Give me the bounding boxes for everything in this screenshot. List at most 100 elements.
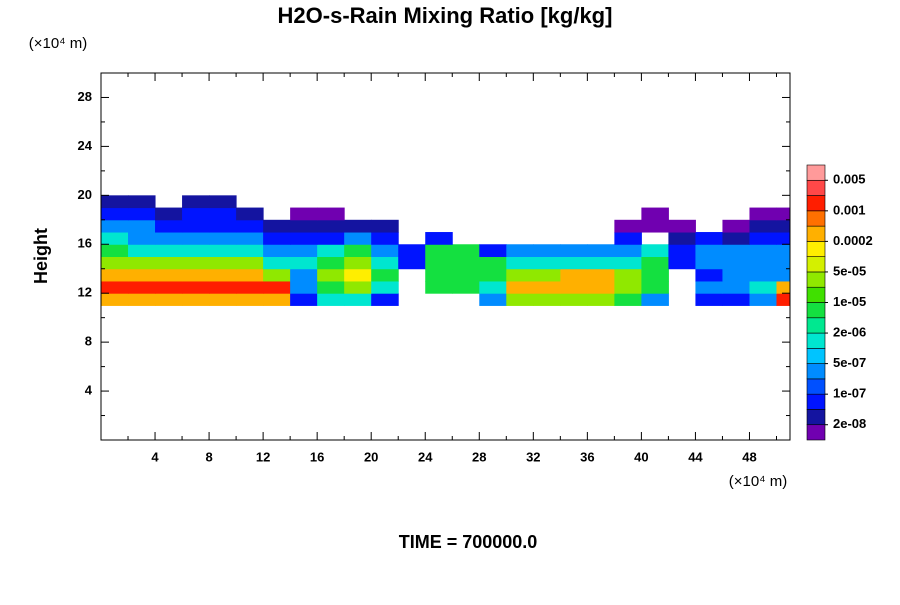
contour-cell — [128, 219, 156, 233]
contour-cell — [722, 219, 750, 233]
contour-cell — [317, 280, 345, 294]
contour-cell — [209, 207, 237, 221]
contour-cell — [263, 256, 291, 270]
contour-cell — [155, 293, 183, 306]
contour-cell — [290, 256, 318, 270]
contour-cell — [182, 195, 210, 209]
colorbar-label: 5e-07 — [833, 355, 866, 370]
contour-cell — [236, 268, 264, 282]
contour-cell — [641, 244, 669, 257]
contour-cell — [722, 244, 750, 257]
contour-cell — [695, 268, 723, 282]
colorbar-box — [806, 302, 826, 319]
contour-cell — [722, 268, 750, 282]
y-tick-label: 28 — [78, 89, 92, 104]
contour-cell — [155, 256, 183, 270]
contour-cell — [695, 293, 723, 306]
contour-cell — [722, 280, 750, 294]
contour-cell — [290, 280, 318, 294]
contour-cell — [776, 244, 790, 257]
x-tick-label: 28 — [472, 449, 486, 464]
contour-cell — [236, 207, 264, 221]
x-tick-label: 40 — [634, 449, 648, 464]
contour-cell — [182, 232, 210, 245]
contour-cell — [128, 244, 156, 257]
contour-cell — [101, 207, 129, 221]
contour-cell — [479, 244, 507, 257]
contour-cell — [749, 219, 777, 233]
contour-cell — [560, 268, 588, 282]
contour-cell — [533, 244, 561, 257]
contour-cell — [101, 244, 129, 257]
contour-cell — [209, 195, 237, 209]
colorbar-box — [806, 363, 826, 380]
plot-frame — [100, 72, 791, 441]
x-tick-label: 4 — [151, 449, 159, 464]
contour-cell — [236, 244, 264, 257]
contour-cell — [749, 268, 777, 282]
contour-cell — [452, 280, 480, 294]
contour-cell — [344, 244, 372, 257]
contour-cell — [155, 207, 183, 221]
contour-cell — [128, 195, 156, 209]
contour-cell — [641, 293, 669, 306]
contour-cell — [749, 207, 777, 221]
colorbar-box — [806, 424, 826, 441]
contour-cell — [506, 244, 534, 257]
contour-cell — [749, 280, 777, 294]
contour-cell — [452, 244, 480, 257]
contour-cell — [344, 293, 372, 306]
contour-cell — [128, 207, 156, 221]
contour-cell — [290, 244, 318, 257]
y-tick-label: 20 — [78, 187, 92, 202]
contour-cell — [290, 232, 318, 245]
contour-cell — [155, 232, 183, 245]
colorbar-label: 5e-05 — [833, 263, 866, 278]
contour-cell — [749, 293, 777, 306]
colorbar-label: 0.005 — [833, 172, 866, 187]
contour-cell — [290, 219, 318, 233]
x-tick-label: 16 — [310, 449, 324, 464]
contour-cell — [101, 256, 129, 270]
colorbar-box — [806, 286, 826, 303]
contour-cell — [776, 207, 790, 221]
contour-cell — [506, 268, 534, 282]
colorbar-label: 2e-06 — [833, 324, 866, 339]
contour-cell — [128, 280, 156, 294]
contour-cell — [533, 293, 561, 306]
contour-cell — [344, 232, 372, 245]
contour-cell — [101, 232, 129, 245]
colorbar-box — [806, 271, 826, 288]
contour-cell — [263, 244, 291, 257]
contour-cell — [182, 268, 210, 282]
contour-cell — [263, 293, 291, 306]
colorbar-label: 0.001 — [833, 202, 866, 217]
contour-cell — [371, 268, 399, 282]
contour-cell — [128, 256, 156, 270]
contour-cell — [155, 244, 183, 257]
contour-cell — [776, 293, 790, 306]
contour-cell — [209, 232, 237, 245]
contour-cell — [506, 256, 534, 270]
contour-cell — [587, 268, 615, 282]
footer-time: TIME = 700000.0 — [399, 532, 538, 552]
contour-cell — [587, 293, 615, 306]
contour-cell — [614, 293, 642, 306]
contour-cell — [425, 256, 453, 270]
contour-cell — [182, 280, 210, 294]
colorbar-box — [806, 409, 826, 426]
contour-cell — [155, 280, 183, 294]
contour-cell — [182, 256, 210, 270]
contour-cell — [614, 280, 642, 294]
contour-cell — [641, 256, 669, 270]
contour-cell — [668, 219, 696, 233]
contour-cell — [560, 280, 588, 294]
colorbar-box — [806, 256, 826, 273]
contour-cell — [236, 256, 264, 270]
contour-cell — [182, 293, 210, 306]
contour-cell — [533, 268, 561, 282]
contour-cell — [695, 232, 723, 245]
colorbar-label: 0.0002 — [833, 233, 873, 248]
y-tick-label: 12 — [78, 285, 92, 300]
contour-cell — [317, 268, 345, 282]
